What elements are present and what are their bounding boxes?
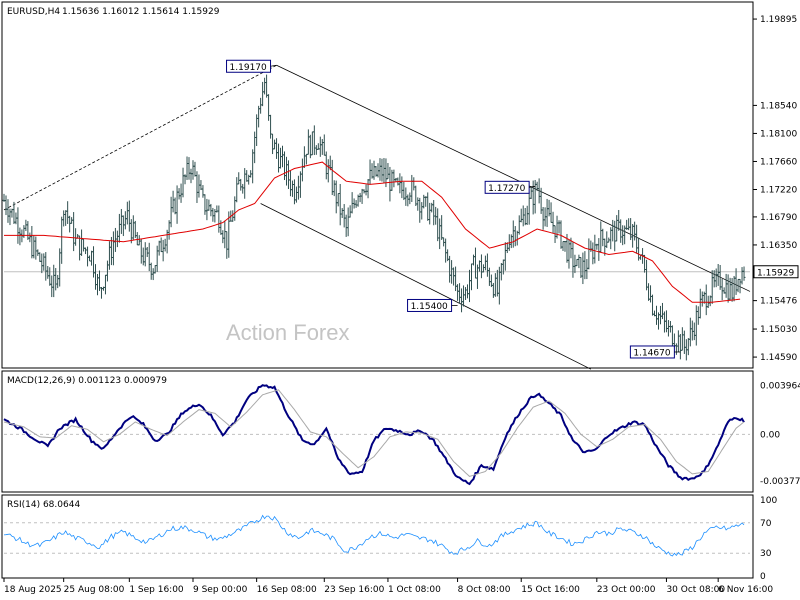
rsi-panel bbox=[1, 494, 754, 579]
channel-line-1 bbox=[276, 64, 751, 292]
rsi-line bbox=[3, 514, 745, 557]
time-tick-label: 1 Sep 16:00 bbox=[129, 585, 184, 595]
macd-line bbox=[3, 384, 745, 486]
rsi-tick-label: 0 bbox=[760, 572, 766, 582]
time-tick-label: 25 Aug 08:00 bbox=[64, 585, 125, 595]
price-annotation: 1.19170 bbox=[226, 59, 277, 73]
price-tick-label: 1.16790 bbox=[760, 213, 797, 223]
time-tick-label: 9 Sep 00:00 bbox=[193, 585, 248, 595]
price-tick-label: 1.15030 bbox=[760, 325, 797, 335]
annotation-label: 1.17270 bbox=[488, 184, 525, 194]
price-bar bbox=[742, 266, 746, 281]
macd-tick-label: -0.003774 bbox=[760, 477, 800, 487]
trend-line-dashed bbox=[3, 64, 277, 211]
rsi-tick-label: 100 bbox=[760, 496, 777, 506]
macd-signal-line bbox=[3, 389, 745, 477]
price-tick-label: 1.17220 bbox=[760, 186, 797, 196]
price-tick-label: 1.16350 bbox=[760, 241, 797, 251]
current-price-badge: 1.15929 bbox=[753, 265, 799, 279]
rsi-title: RSI(14) 68.0644 bbox=[7, 500, 80, 510]
rsi-tick-label: 70 bbox=[760, 519, 772, 529]
price-panel bbox=[1, 1, 754, 369]
time-tick-label: 1 Oct 08:00 bbox=[388, 585, 441, 595]
watermark: Action Forex bbox=[226, 320, 350, 345]
annotation-label: 1.15400 bbox=[411, 302, 448, 312]
macd-title: MACD(12,26,9) 0.001123 0.000979 bbox=[7, 376, 167, 386]
time-tick-label: 6 Nov 16:00 bbox=[718, 585, 773, 595]
price-annotation: 1.14670 bbox=[629, 345, 681, 359]
price-tick-label: 1.19895 bbox=[760, 15, 797, 25]
time-tick-label: 8 Oct 08:00 bbox=[458, 585, 511, 595]
time-tick-label: 23 Oct 00:00 bbox=[597, 585, 656, 595]
time-tick-label: 16 Sep 08:00 bbox=[257, 585, 317, 595]
moving-average-line bbox=[4, 161, 741, 303]
rsi-tick-label: 30 bbox=[760, 549, 772, 559]
macd-panel bbox=[1, 370, 754, 493]
annotation-label: 1.14670 bbox=[633, 348, 670, 358]
current-price-box bbox=[753, 265, 799, 279]
symbol-label: EURUSD,H4 bbox=[7, 7, 60, 17]
annotation-leader bbox=[529, 185, 536, 188]
time-tick-label: 23 Sep 16:00 bbox=[324, 585, 384, 595]
price-tick-label: 1.15476 bbox=[760, 297, 797, 307]
ohlc-label: 1.15636 1.16012 1.15614 1.15929 bbox=[62, 7, 220, 17]
annotation-label: 1.19170 bbox=[230, 63, 267, 73]
price-annotation: 1.15400 bbox=[407, 298, 458, 312]
current-price-label: 1.15929 bbox=[757, 268, 794, 278]
time-tick-label: 18 Aug 2025 bbox=[4, 585, 62, 595]
macd-tick-label: 0.00 bbox=[760, 430, 780, 440]
annotation-leader bbox=[270, 64, 277, 67]
price-tick-label: 1.14590 bbox=[760, 353, 797, 363]
price-tick-label: 1.18100 bbox=[760, 129, 797, 139]
macd-tick-label: 0.003964 bbox=[760, 381, 800, 391]
channel-line-2 bbox=[260, 203, 592, 370]
time-tick-label: 15 Oct 16:00 bbox=[521, 585, 580, 595]
price-tick-label: 1.17660 bbox=[760, 157, 797, 167]
time-tick-label: 30 Oct 08:00 bbox=[666, 585, 725, 595]
price-tick-label: 1.18540 bbox=[760, 101, 797, 111]
price-annotation: 1.17270 bbox=[484, 180, 536, 194]
